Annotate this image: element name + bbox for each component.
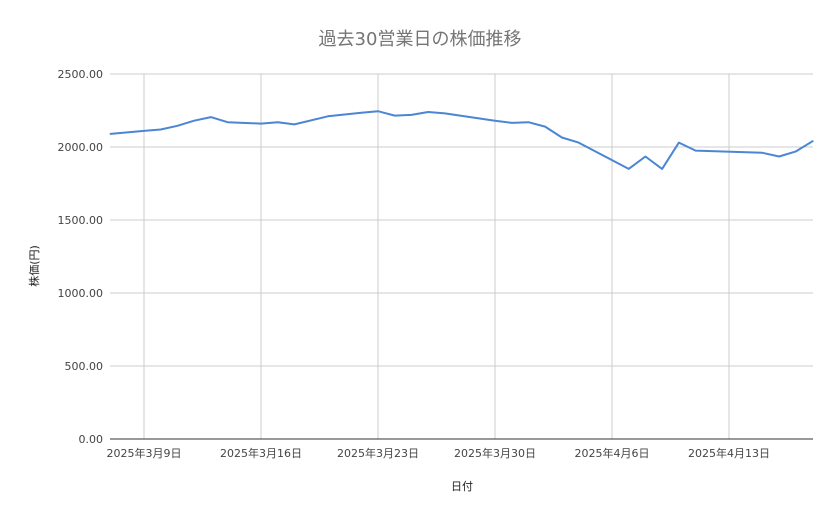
series-line [109, 110, 814, 170]
x-tick-label: 2025年3月9日 [107, 446, 182, 460]
series-layer [109, 110, 814, 170]
y-tick-label: 500.00 [65, 360, 104, 373]
x-tick-label: 2025年3月30日 [454, 446, 536, 460]
y-tick-label: 1000.00 [58, 287, 104, 300]
y-tick-label: 2000.00 [58, 141, 104, 154]
x-axis-title: 日付 [451, 480, 473, 493]
y-tick-label: 0.00 [79, 433, 104, 446]
x-tick-label: 2025年3月23日 [337, 446, 419, 460]
x-tick-label: 2025年3月16日 [220, 446, 302, 460]
chart-title: 過去30営業日の株価推移 [319, 29, 522, 50]
x-tick-label: 2025年4月13日 [688, 446, 770, 460]
y-tick-label: 1500.00 [58, 214, 104, 227]
y-tick-label: 2500.00 [58, 68, 104, 81]
y-axis-title: 株価(円) [27, 245, 41, 287]
x-tick-label: 2025年4月6日 [575, 446, 650, 460]
grid-lines [110, 73, 813, 439]
x-axis-tick-labels: 2025年3月9日 2025年3月16日 2025年3月23日 2025年3月30日 2… [107, 446, 771, 460]
y-axis-tick-labels: 0.00 500.00 1000.00 1500.00 2000.00 2500.00 [58, 68, 104, 446]
